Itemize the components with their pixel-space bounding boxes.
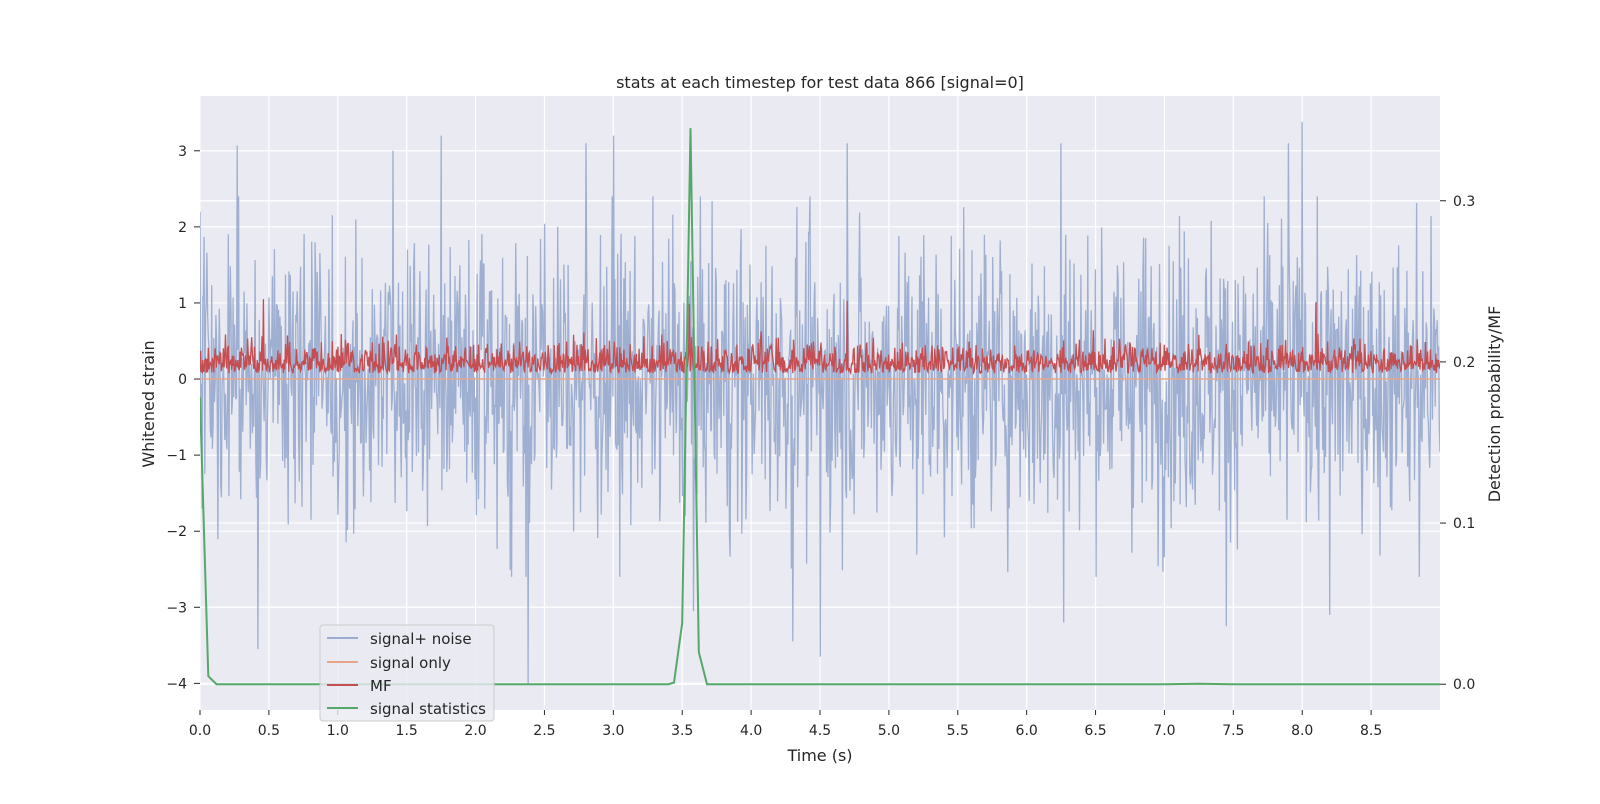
legend: signal+ noise signal only MF signal stat… bbox=[319, 624, 495, 722]
x-tick-label: 6.5 bbox=[1084, 723, 1106, 739]
x-tick-label: 0.0 bbox=[189, 723, 211, 739]
y-tick-label: −1 bbox=[166, 448, 187, 464]
x-axis-label: Time (s) bbox=[786, 746, 852, 765]
x-tick-label: 8.5 bbox=[1360, 723, 1382, 739]
legend-box bbox=[319, 624, 495, 722]
x-tick-label: 4.5 bbox=[809, 723, 831, 739]
y-right-tick-label: 0.0 bbox=[1453, 677, 1475, 693]
series-signal-noise-line bbox=[200, 121, 1440, 684]
x-tick-label: 8.0 bbox=[1291, 723, 1313, 739]
y-tick-label: 2 bbox=[178, 220, 187, 236]
x-tick-label: 7.0 bbox=[1153, 723, 1175, 739]
x-tick-label: 1.0 bbox=[327, 723, 349, 739]
y-tick-label: −4 bbox=[166, 676, 187, 692]
legend-label-mf: MF bbox=[370, 677, 392, 695]
series-mf-line bbox=[200, 299, 1440, 376]
y-axis-label: Whitened strain bbox=[139, 340, 158, 467]
y-tick-label: −3 bbox=[166, 600, 187, 616]
legend-label-signal-noise: signal+ noise bbox=[370, 630, 472, 648]
x-tick-label: 5.5 bbox=[947, 723, 969, 739]
x-tick-label: 7.5 bbox=[1222, 723, 1244, 739]
legend-label-signal-only: signal only bbox=[370, 654, 451, 672]
x-tick-label: 1.5 bbox=[396, 723, 418, 739]
x-tick-label: 0.5 bbox=[258, 723, 280, 739]
y-right-tick-label: 0.1 bbox=[1453, 516, 1475, 532]
x-tick-label: 5.0 bbox=[878, 723, 900, 739]
chart-title: stats at each timestep for test data 866… bbox=[616, 73, 1024, 92]
series-layer bbox=[200, 121, 1440, 686]
x-tick-label: 3.0 bbox=[602, 723, 624, 739]
x-tick-label: 2.0 bbox=[464, 723, 486, 739]
x-tick-label: 4.0 bbox=[740, 723, 762, 739]
y-right-axis-label: Detection probability/MF bbox=[1485, 306, 1504, 503]
y-tick-label: 0 bbox=[178, 372, 187, 388]
series-signal-statistics-line bbox=[200, 128, 1440, 686]
y-right-tick-label: 0.2 bbox=[1453, 355, 1475, 371]
y-tick-label: −2 bbox=[166, 524, 187, 540]
y-tick-label: 1 bbox=[178, 296, 187, 312]
y-right-tick-label: 0.3 bbox=[1453, 194, 1475, 210]
x-tick-label: 6.0 bbox=[1016, 723, 1038, 739]
ticks: 0.0 0.5 1.0 1.5 2.0 2.5 3.0 3.5 4.0 4.5 5.0 5.5 6.0 6… bbox=[166, 144, 1475, 739]
x-tick-label: 3.5 bbox=[671, 723, 693, 739]
legend-label-signal-statistics: signal statistics bbox=[370, 700, 486, 718]
x-tick-label: 2.5 bbox=[533, 723, 555, 739]
y-tick-label: 3 bbox=[178, 144, 187, 160]
